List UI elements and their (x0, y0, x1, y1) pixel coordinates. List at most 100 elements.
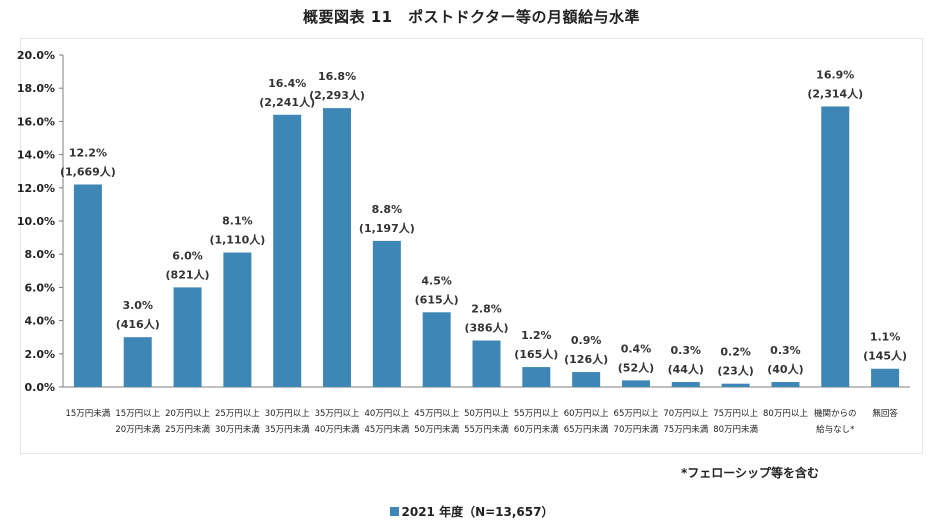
data-label-count: (386人) (464, 321, 508, 335)
y-tick-label: 12.0% (17, 182, 55, 195)
data-label-percent: 16.4% (268, 77, 306, 90)
data-label-count: (52人) (618, 360, 654, 374)
x-tick-label: 60万円未満 (514, 424, 559, 435)
data-label-percent: 1.1% (870, 331, 901, 344)
data-label-count: (145人) (863, 349, 907, 363)
x-tick-label: 75万円以上 (713, 409, 758, 419)
x-tick-label: 75万円未満 (663, 424, 708, 435)
data-label-count: (44人) (668, 362, 704, 376)
data-label-percent: 1.2% (521, 329, 552, 342)
data-label-count: (1,197人) (359, 221, 415, 235)
data-label-percent: 6.0% (172, 249, 203, 262)
x-tick-label: 25万円未満 (165, 424, 210, 435)
data-label-percent: 16.8% (318, 70, 356, 83)
x-tick-label: 40万円以上 (364, 409, 409, 419)
x-tick-label: 55万円以上 (514, 409, 559, 419)
bar (621, 380, 650, 387)
legend-label: 2021 年度（N=13,657） (401, 505, 554, 519)
data-label-count: (1,110人) (209, 233, 265, 247)
y-tick-label: 4.0% (24, 315, 55, 328)
data-label-percent: 0.3% (671, 344, 702, 357)
x-tick-label: 65万円以上 (614, 409, 659, 419)
x-tick-label: 50万円未満 (414, 424, 459, 435)
x-tick-label: 65万円未満 (564, 424, 609, 435)
bar (223, 252, 252, 387)
y-tick-label: 20.0% (17, 49, 55, 62)
data-label-percent: 0.4% (621, 342, 652, 355)
y-tick-label: 10.0% (17, 215, 55, 228)
bar (871, 368, 900, 387)
data-label-count: (23人) (717, 364, 753, 378)
data-label-percent: 0.9% (571, 334, 602, 347)
y-tick-label: 6.0% (24, 281, 55, 294)
x-tick-label: 70万円以上 (663, 409, 708, 419)
bar (522, 367, 551, 387)
x-tick-label: 30万円以上 (265, 409, 310, 419)
bar (372, 240, 401, 387)
data-label-count: (821人) (166, 267, 210, 281)
data-label-percent: 2.8% (471, 303, 502, 316)
bar (123, 337, 152, 387)
data-label-percent: 0.3% (770, 344, 801, 357)
legend-swatch (389, 507, 399, 516)
x-tick-label: 20万円未満 (115, 424, 160, 435)
data-label-count: (165人) (514, 347, 558, 361)
y-tick-label: 2.0% (24, 348, 55, 361)
x-tick-label: 40万円未満 (315, 424, 360, 435)
data-label-percent: 16.9% (816, 68, 854, 81)
x-tick-label: 35万円以上 (315, 409, 360, 419)
bar (422, 312, 451, 387)
bar (572, 372, 601, 387)
x-tick-label: 無回答 (872, 408, 898, 419)
y-tick-label: 18.0% (17, 82, 55, 95)
x-tick-label: 80万円未満 (713, 424, 758, 435)
x-tick-label: 15万円以上 (115, 409, 160, 419)
x-tick-label: 25万円以上 (215, 409, 260, 419)
data-label-count: (615人) (415, 292, 459, 306)
data-label-percent: 3.0% (122, 299, 153, 312)
data-label-percent: 8.1% (222, 215, 253, 228)
x-tick-label: 20万円以上 (165, 409, 210, 419)
data-label-percent: 8.8% (372, 203, 403, 216)
x-tick-label: 給与なし* (816, 424, 854, 435)
data-label-percent: 12.2% (69, 146, 107, 159)
data-label-count: (2,314人) (807, 86, 863, 100)
y-tick-label: 0.0% (24, 381, 55, 394)
chart-frame (20, 38, 923, 454)
data-label-count: (2,293人) (309, 88, 365, 102)
data-label-count: (40人) (767, 362, 803, 376)
footnote: *フェローシップ等を含む (681, 466, 820, 480)
x-tick-label: 30万円未満 (215, 424, 260, 435)
x-tick-label: 70万円未満 (614, 424, 659, 435)
bar (771, 382, 800, 387)
x-tick-label: 45万円以上 (414, 409, 459, 419)
y-tick-label: 14.0% (17, 149, 55, 162)
bar (73, 184, 102, 387)
x-tick-label: 35万円未満 (265, 424, 310, 435)
y-tick-label: 16.0% (17, 115, 55, 128)
bar (472, 340, 501, 387)
bar (173, 287, 202, 387)
x-tick-label: 機関からの (814, 408, 857, 419)
data-label-percent: 4.5% (421, 274, 452, 287)
chart-title: 概要図表 11 ポストドクター等の月額給与水準 (303, 8, 640, 26)
x-tick-label: 60万円以上 (564, 409, 609, 419)
data-label-count: (1,669人) (60, 164, 116, 178)
data-label-count: (126人) (564, 352, 608, 366)
x-tick-label: 80万円以上 (763, 409, 808, 419)
y-tick-label: 8.0% (24, 248, 55, 261)
x-tick-label: 50万円以上 (464, 409, 509, 419)
data-label-count: (416人) (116, 317, 160, 331)
legend: 2021 年度（N=13,657） (0, 503, 943, 520)
data-label-percent: 0.2% (720, 346, 751, 359)
x-tick-label: 55万円未満 (464, 424, 509, 435)
bar (273, 114, 302, 387)
data-label-count: (2,241人) (259, 95, 315, 109)
x-tick-label: 45万円未満 (364, 424, 409, 435)
bar (671, 382, 700, 387)
bar (323, 108, 352, 388)
x-tick-label: 15万円未満 (65, 408, 110, 419)
bar (821, 106, 850, 388)
bar (721, 383, 750, 387)
